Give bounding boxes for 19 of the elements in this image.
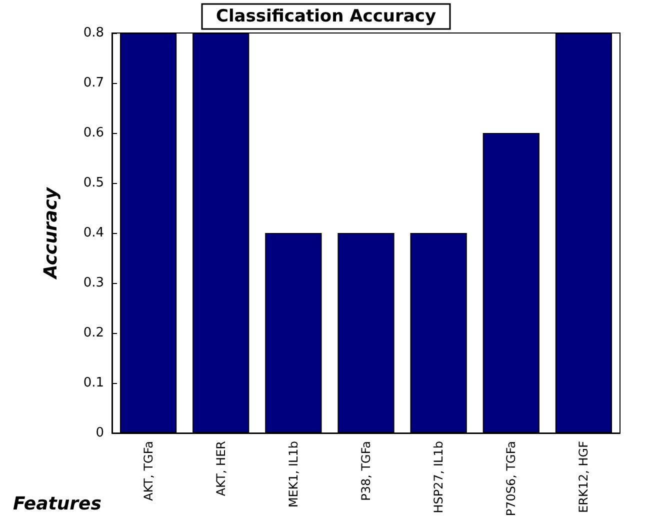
y-tick-label: 0.7 — [83, 76, 104, 90]
x-tick-label: MEK1, IL1b — [286, 441, 300, 508]
x-tick-label: HSP27, IL1b — [432, 441, 446, 514]
y-tick-label: 0.1 — [83, 376, 104, 390]
y-axis-title: Accuracy — [40, 186, 62, 280]
chart-title: Classification Accuracy — [216, 6, 436, 26]
x-tick-label: AKT, HER — [214, 441, 228, 496]
x-tick-label: P70S6, TGFa — [504, 441, 518, 516]
y-tick-label: 0.6 — [83, 126, 104, 140]
x-tick-label: ERK12, HGF — [576, 440, 591, 513]
y-tick-label: 0.5 — [83, 176, 104, 190]
y-tick-label: 0.4 — [83, 226, 104, 240]
x-axis-title: Features — [13, 494, 102, 514]
x-tick-label: P38, TGFa — [359, 441, 373, 501]
y-tick-label: 0.8 — [83, 26, 104, 40]
y-tick-label: 0.2 — [83, 326, 104, 340]
y-tick-label: 0 — [96, 426, 104, 440]
x-tick-label: AKT, TGFa — [141, 441, 156, 501]
y-tick-label: 0.3 — [83, 276, 104, 290]
